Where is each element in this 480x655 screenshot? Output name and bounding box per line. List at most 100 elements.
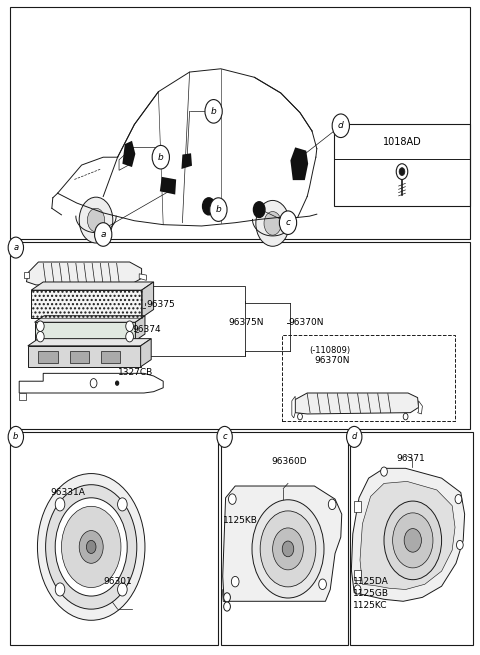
Circle shape (8, 237, 24, 258)
Circle shape (456, 540, 463, 550)
Text: a: a (100, 230, 106, 239)
Circle shape (404, 529, 421, 552)
Circle shape (217, 426, 232, 447)
Bar (350, 432, 473, 645)
Polygon shape (35, 322, 135, 341)
Polygon shape (26, 262, 142, 285)
Text: 1125GB: 1125GB (353, 589, 389, 598)
Polygon shape (35, 316, 145, 322)
Text: 1125KC: 1125KC (353, 601, 387, 610)
Circle shape (396, 164, 408, 179)
Circle shape (126, 321, 133, 331)
Bar (70, 351, 89, 363)
Circle shape (8, 426, 24, 447)
Text: 96374: 96374 (132, 325, 161, 334)
Text: c: c (222, 432, 227, 441)
Circle shape (273, 528, 303, 570)
Circle shape (224, 593, 230, 602)
Circle shape (61, 506, 121, 588)
Polygon shape (295, 393, 419, 414)
Circle shape (210, 198, 227, 221)
Text: c: c (286, 218, 290, 227)
Polygon shape (19, 373, 163, 393)
Circle shape (55, 498, 127, 596)
Circle shape (55, 498, 65, 511)
Polygon shape (181, 153, 192, 169)
Text: 1125KB: 1125KB (223, 516, 258, 525)
Polygon shape (135, 316, 145, 341)
Text: 96301: 96301 (103, 577, 132, 586)
Polygon shape (292, 396, 295, 418)
Bar (139, 286, 245, 356)
Circle shape (36, 321, 44, 331)
Circle shape (205, 100, 222, 123)
Text: 1018AD: 1018AD (383, 137, 421, 147)
Bar (10, 242, 470, 429)
Bar (10, 7, 470, 239)
Circle shape (126, 331, 133, 342)
Circle shape (118, 583, 127, 596)
Circle shape (37, 474, 145, 620)
Polygon shape (31, 282, 154, 290)
Text: d: d (351, 432, 357, 441)
Polygon shape (354, 501, 361, 512)
Text: (-110809): (-110809) (310, 346, 351, 355)
Bar (10, 432, 218, 645)
Bar (38, 351, 58, 363)
Circle shape (256, 200, 289, 246)
Text: b: b (158, 153, 164, 162)
Polygon shape (139, 274, 146, 280)
Circle shape (36, 331, 44, 342)
Circle shape (46, 485, 137, 609)
Polygon shape (360, 481, 455, 590)
Text: 96331A: 96331A (50, 488, 85, 497)
Circle shape (118, 498, 127, 511)
Circle shape (224, 602, 230, 611)
Bar (334, 124, 470, 206)
Polygon shape (418, 401, 422, 414)
Circle shape (403, 413, 408, 420)
Circle shape (79, 531, 103, 563)
Circle shape (381, 467, 387, 476)
Circle shape (95, 223, 112, 246)
Text: 96371: 96371 (396, 454, 425, 463)
Text: 96375: 96375 (146, 300, 175, 309)
Polygon shape (142, 282, 154, 318)
Polygon shape (223, 486, 342, 601)
Circle shape (393, 513, 433, 568)
Circle shape (252, 500, 324, 598)
Polygon shape (28, 339, 151, 346)
Bar (282, 335, 455, 421)
Circle shape (282, 541, 294, 557)
Polygon shape (19, 393, 26, 400)
Circle shape (319, 579, 326, 590)
Polygon shape (351, 468, 465, 601)
Circle shape (328, 499, 336, 510)
Circle shape (332, 114, 349, 138)
Circle shape (264, 212, 281, 235)
Circle shape (203, 198, 215, 215)
Circle shape (347, 426, 362, 447)
Circle shape (87, 208, 105, 232)
Polygon shape (28, 346, 141, 367)
Circle shape (384, 501, 442, 580)
Bar (101, 351, 120, 363)
Circle shape (116, 381, 119, 385)
Circle shape (455, 495, 462, 504)
Text: 1327CB: 1327CB (118, 367, 153, 377)
Circle shape (399, 168, 405, 176)
Text: a: a (13, 243, 18, 252)
Circle shape (86, 540, 96, 553)
Text: 96370N: 96370N (288, 318, 324, 328)
Circle shape (152, 145, 169, 169)
Text: d: d (338, 121, 344, 130)
Circle shape (228, 494, 236, 504)
Circle shape (260, 511, 316, 587)
Polygon shape (31, 290, 142, 318)
Circle shape (298, 413, 302, 420)
Polygon shape (122, 141, 135, 167)
Polygon shape (141, 339, 151, 367)
Text: b: b (211, 107, 216, 116)
Circle shape (55, 583, 65, 596)
Polygon shape (24, 272, 29, 278)
